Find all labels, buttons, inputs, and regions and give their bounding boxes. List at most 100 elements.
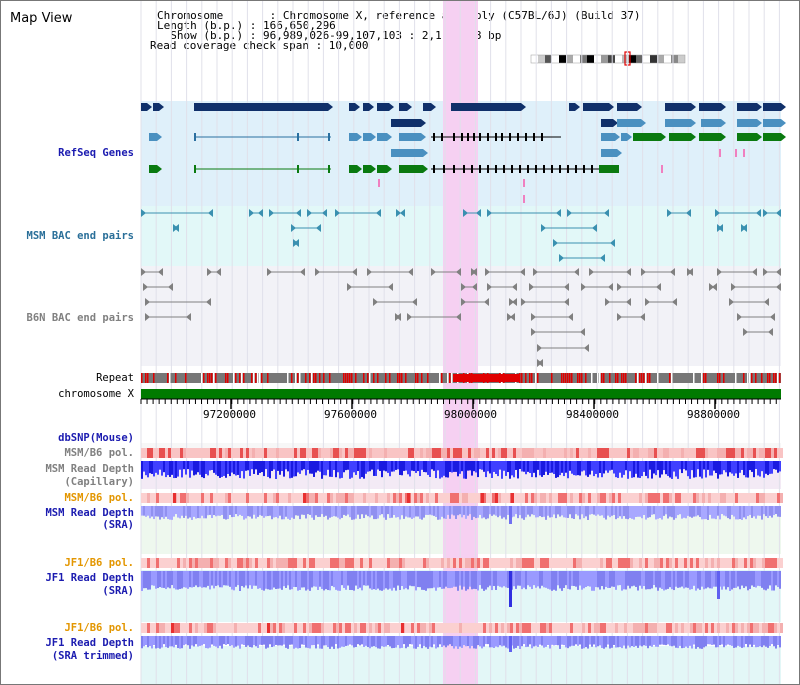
jf1-depth-bar <box>541 571 543 586</box>
msm-depth-sra-bar <box>223 506 225 519</box>
jf1-depth-trimmed-bar <box>695 636 697 649</box>
track-label-msm-depth-capillary[interactable]: MSM Read Depth <box>45 463 134 475</box>
msm-depth-sra-bar <box>173 506 175 517</box>
track-label-b6n-bac[interactable]: B6N BAC end pairs <box>26 312 134 324</box>
msm-depth-capillary-bar <box>445 461 447 478</box>
track-label-msm-pol-capillary[interactable]: MSM/B6 pol. <box>64 447 134 459</box>
refseq-gene <box>665 119 696 127</box>
jf1-depth-trimmed-bar <box>459 636 461 647</box>
track-label-msm-pol-sra[interactable]: MSM/B6 pol. <box>64 492 134 504</box>
track-label-msm-bac[interactable]: MSM BAC end pairs <box>26 230 134 242</box>
msm-pol-sra-strip <box>765 493 768 503</box>
msm-pol-sra-strip <box>456 493 459 503</box>
jf1-pol-strip <box>717 558 720 568</box>
msm-pol-sra-strip <box>300 493 303 503</box>
msm-depth-capillary-bar <box>209 461 211 471</box>
msm-pol-sra-strip <box>288 493 291 503</box>
jf1-depth-bar <box>309 571 311 591</box>
msm-pol-capillary-strip <box>213 448 216 458</box>
repeat-element <box>349 373 351 383</box>
jf1-depth-trimmed-bar <box>329 636 331 649</box>
msm-pol-capillary-strip <box>237 448 240 458</box>
msm-depth-capillary-bar <box>623 461 625 475</box>
msm-depth-capillary-bar <box>521 461 523 472</box>
track-label-msm-depth-sra[interactable]: MSM Read Depth <box>45 507 134 519</box>
track-label-repeat[interactable]: Repeat <box>96 372 134 384</box>
jf1-depth-bar <box>343 571 345 588</box>
msm-depth-capillary-bar <box>353 461 355 473</box>
msm-depth-sra-bar <box>641 506 643 519</box>
jf1-depth-trimmed-bar <box>657 636 659 647</box>
msm-depth-capillary-bar <box>669 461 671 478</box>
jf1-depth-trimmed-bar <box>425 636 427 648</box>
jf1-depth-trimmed-bar <box>567 636 569 649</box>
jf1-depth-trimmed-bar <box>621 636 623 649</box>
jf1-depth-bar <box>681 571 683 587</box>
track-label-jf1-pol[interactable]: JF1/B6 pol. <box>64 557 134 569</box>
msm-pol-sra-strip <box>681 493 684 503</box>
jf1-pol-trimmed-strip <box>219 623 222 633</box>
msm-pol-capillary-strip <box>168 448 171 458</box>
msm-pol-sra-strip <box>324 493 327 503</box>
jf1-pol-strip <box>246 558 249 568</box>
track-label-jf1-depth-trimmed[interactable]: JF1 Read Depth <box>45 637 134 649</box>
jf1-depth-bar <box>321 571 323 589</box>
msm-pol-capillary-strip <box>399 448 402 458</box>
jf1-pol-trimmed-strip <box>423 623 426 633</box>
jf1-depth-trimmed-bar <box>345 636 347 646</box>
jf1-pol-trimmed-strip <box>474 623 477 633</box>
msm-pol-sra-strip <box>603 493 606 503</box>
repeat-element <box>581 373 583 383</box>
jf1-depth-trimmed-bar <box>581 636 583 649</box>
jf1-pol-strip <box>684 558 687 568</box>
msm-depth-sra-bar <box>767 506 769 518</box>
msm-depth-sra-bar <box>145 506 147 517</box>
msm-pol-sra-strip <box>687 493 690 503</box>
jf1-pol-trimmed-strip <box>615 623 618 633</box>
jf1-depth-bar <box>559 571 561 589</box>
msm-depth-capillary-bar <box>639 461 641 479</box>
jf1-depth-bar <box>621 571 623 591</box>
repeat-element <box>719 373 721 383</box>
jf1-depth-bar <box>745 571 747 587</box>
pol-hotspot <box>171 623 174 633</box>
jf1-depth-trimmed-bar <box>243 636 245 646</box>
msm-depth-capillary-bar <box>607 461 609 473</box>
track-label-jf1-depth[interactable]: JF1 Read Depth <box>45 572 134 584</box>
msm-pol-sra-strip <box>696 493 699 503</box>
msm-depth-capillary-bar <box>413 461 415 472</box>
jf1-depth-trimmed-bar <box>193 636 195 647</box>
track-label-dbsnp[interactable]: dbSNP(Mouse) <box>58 432 134 444</box>
jf1-depth-bar <box>209 571 211 590</box>
jf1-depth-bar <box>573 571 575 586</box>
jf1-depth-bar <box>345 571 347 590</box>
msm-pol-sra-strip <box>678 493 681 503</box>
msm-pol-capillary-strip <box>348 448 351 458</box>
track-label-jf1-pol-trimmed[interactable]: JF1/B6 pol. <box>64 622 134 634</box>
msm-depth-capillary-bar <box>183 461 185 470</box>
msm-depth-sra-bar <box>329 506 331 518</box>
bac-end-pair <box>145 298 211 306</box>
msm-depth-sra-bar <box>735 506 737 520</box>
jf1-pol-strip <box>183 558 186 568</box>
msm-pol-capillary-strip <box>576 448 579 458</box>
repeat-element <box>207 373 209 383</box>
msm-depth-sra-bar <box>595 506 597 516</box>
jf1-pol-trimmed-strip <box>666 623 669 633</box>
msm-pol-sra-strip <box>252 493 255 503</box>
jf1-depth-bar <box>549 571 551 590</box>
track-label-chromosome[interactable]: chromosome X <box>58 388 134 400</box>
jf1-depth-trimmed-bar <box>331 636 333 647</box>
msm-depth-capillary-bar <box>213 461 215 473</box>
jf1-depth-bar <box>301 571 303 588</box>
msm-pol-capillary-strip <box>279 448 282 458</box>
jf1-depth-trimmed-bar <box>549 636 551 649</box>
msm-depth-sra-bar <box>513 506 515 517</box>
repeat-element <box>639 373 641 383</box>
jf1-pol-strip <box>708 558 711 568</box>
msm-pol-capillary-strip <box>654 448 657 458</box>
msm-depth-capillary-bar <box>481 461 483 470</box>
msm-pol-sra-strip <box>612 493 615 503</box>
track-label-refseq[interactable]: RefSeq Genes <box>58 147 134 159</box>
